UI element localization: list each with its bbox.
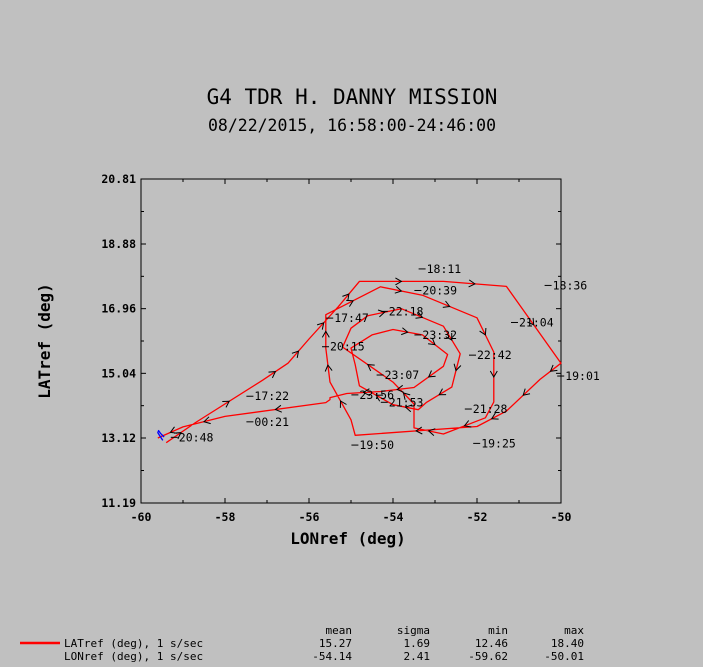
stats-header-sigma: sigma [397,624,430,637]
stat-lon-sigma: 2.41 [404,650,431,663]
y-tick-label: 13.12 [101,431,136,445]
direction-arrow [415,426,423,435]
direction-arrow [396,384,404,393]
direction-arrow [395,277,403,286]
x-axis: -60 -58 -56 -54 -52 -50 [131,179,572,524]
time-label: 17:22 [254,389,289,403]
x-tick-label: -60 [131,510,152,524]
y-tick-label: 20.81 [101,172,136,186]
y-tick-label: 18.88 [101,237,136,251]
direction-arrow [549,364,558,372]
stat-lon-min: -59.62 [468,650,508,663]
legend-label-lat: LATref (deg), 1 s/sec [64,637,203,650]
legend-label-lon: LONref (deg), 1 s/sec [64,650,203,663]
time-label: 23:32 [422,328,457,342]
direction-arrow [522,388,531,396]
chart-title: G4 TDR H. DANNY MISSION [207,85,498,109]
direction-arrow [445,332,453,341]
y-tick-label: 11.19 [101,496,136,510]
direction-arrow [442,300,451,308]
stats-header-min: min [488,624,508,637]
series-line-1 [157,429,165,441]
x-tick-label: -56 [299,510,320,524]
x-axis-label: LONref (deg) [290,529,406,548]
direction-arrow [377,309,386,318]
flight-track [157,277,562,444]
direction-arrow [375,394,384,402]
x-tick-label: -58 [215,510,236,524]
stat-lon-max: -50.01 [544,650,584,663]
time-label: 22:42 [477,348,512,362]
direction-arrow [316,322,325,330]
direction-arrow [274,404,282,413]
time-label: 19:01 [565,369,600,383]
stat-lat-sigma: 1.69 [404,637,431,650]
direction-arrow [203,416,211,425]
direction-arrow [169,426,178,434]
direction-arrow [321,330,330,338]
direction-arrow [346,299,354,307]
time-label: 00:21 [254,415,289,429]
direction-arrow [401,327,409,336]
y-axis-label: LATref (deg) [35,283,54,399]
direction-arrow [453,363,462,372]
time-label: 21:04 [519,315,554,329]
direction-arrow [479,327,487,336]
time-label: 18:36 [553,278,588,292]
time-label: 19:25 [481,436,516,450]
y-tick-label: 16.96 [101,302,136,316]
direction-arrow [489,370,498,378]
stat-lon-mean: -54.14 [312,650,352,663]
time-label: 20:39 [422,283,457,297]
direction-arrow [222,400,231,408]
x-tick-label: -52 [467,510,488,524]
direction-arrow [342,293,350,301]
y-tick-label: 15.04 [101,366,136,380]
direction-arrow [463,420,472,428]
y-axis: 20.81 18.88 16.96 15.04 13.12 11.19 [101,172,561,510]
x-tick-label: -54 [383,510,404,524]
x-tick-label: -50 [551,510,572,524]
direction-arrow [362,388,371,397]
direction-arrow [268,371,277,379]
direction-arrow [404,404,413,413]
stat-lat-max: 18.40 [551,637,584,650]
time-labels: 20:48 17:22 00:21 17:47 20:15 23:56 19:50 18:11… [170,262,600,452]
direction-arrow [438,388,447,396]
direction-arrow [490,412,499,420]
direction-arrow [468,279,476,288]
time-label: 22:18 [389,304,424,318]
time-label: 17:47 [334,311,369,325]
stats-header-mean: mean [326,624,353,637]
time-label: 19:50 [359,438,394,452]
time-label: 20:15 [330,340,365,354]
time-label: 23:56 [359,388,394,402]
stat-lat-mean: 15.27 [319,637,352,650]
direction-arrow [366,364,375,372]
direction-arrow [428,338,436,346]
direction-arrow [427,428,436,436]
series-line-0 [157,280,562,444]
chart-subtitle: 08/22/2015, 16:58:00-24:46:00 [208,116,496,135]
direction-arrow [527,317,535,326]
stats-header-max: max [564,624,584,637]
direction-arrow [415,311,424,319]
direction-arrow [339,400,347,408]
direction-arrow [324,364,333,372]
time-label: 21:28 [473,402,508,416]
stat-lat-min: 12.46 [475,637,508,650]
direction-arrow [394,286,403,294]
time-label: 23:07 [385,368,420,382]
time-label: 21:53 [389,395,424,409]
time-label: 20:48 [179,430,214,444]
direction-arrow [402,392,411,400]
time-label: 18:11 [427,262,462,276]
direction-arrow [291,350,300,358]
direction-arrow [427,370,436,378]
stats-table: mean sigma min max LATref (deg), 1 s/sec… [20,624,584,663]
